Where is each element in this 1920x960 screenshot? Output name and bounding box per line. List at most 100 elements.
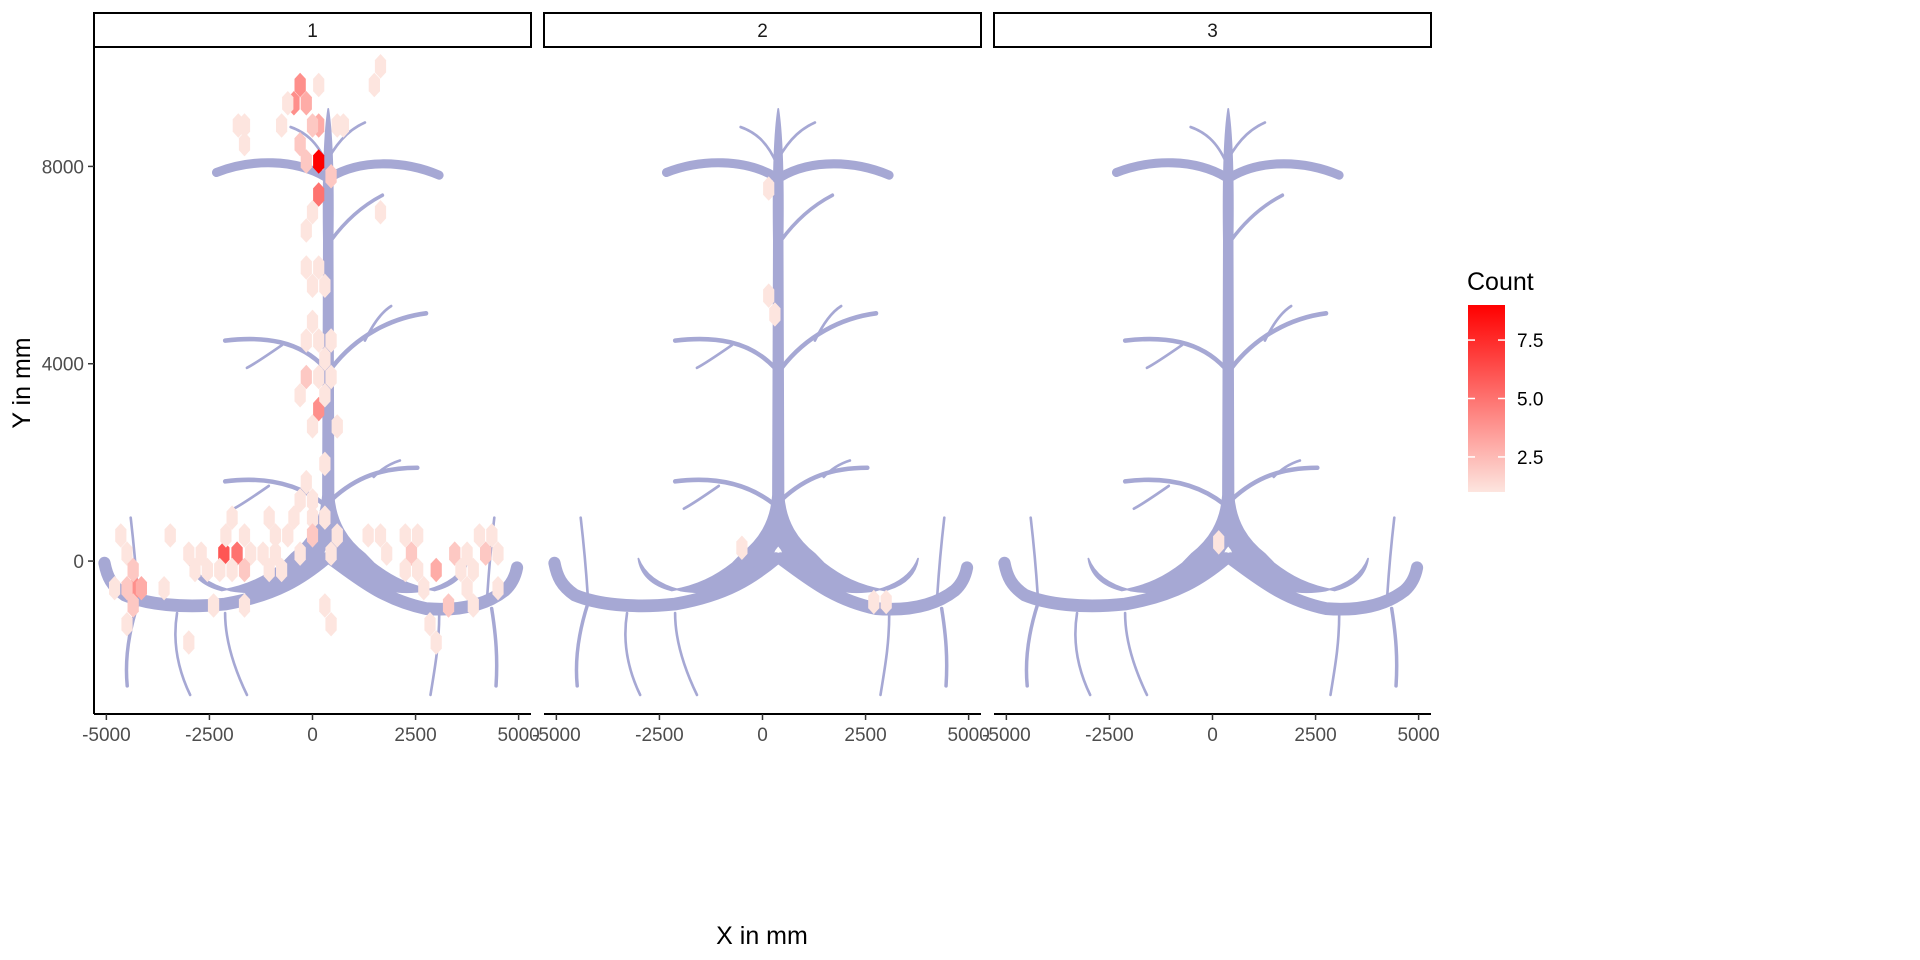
hex-bin	[467, 557, 479, 583]
hex-bin	[362, 523, 374, 548]
hex-bin	[306, 414, 319, 439]
hex-bin	[381, 541, 393, 566]
hex-bin	[226, 557, 238, 583]
hex-bin	[238, 132, 251, 157]
hex-bin	[306, 309, 319, 334]
hex-bin	[325, 164, 337, 189]
legend: Count 2.5 5.0 7.5	[1467, 268, 1543, 492]
facet-strip-2	[543, 12, 982, 48]
hex-bin	[300, 149, 312, 174]
hex-bin	[880, 589, 892, 615]
hex-bin	[763, 176, 775, 201]
hex-bin	[412, 523, 424, 548]
x-tick-label: 2500	[1294, 725, 1336, 746]
x-tick-label: -2500	[185, 725, 234, 746]
hex-bin	[868, 589, 880, 615]
hex-bin	[263, 505, 275, 530]
hex-bin	[461, 576, 473, 601]
hex-bin	[418, 576, 430, 601]
hex-bin	[306, 523, 319, 548]
hex-bin	[319, 346, 331, 371]
legend-title: Count	[1467, 268, 1534, 296]
hex-bin	[207, 593, 220, 618]
y-tick-label: 4000	[42, 355, 84, 376]
x-tick-label: 2500	[844, 725, 886, 746]
hex-bin	[325, 541, 337, 566]
hex-bin	[300, 469, 312, 495]
hex-bin	[269, 523, 281, 548]
hex-bin	[769, 302, 781, 327]
hex-bin	[455, 557, 467, 583]
root-background-image	[554, 109, 967, 695]
hex-bin	[300, 364, 312, 390]
hex-bin	[135, 576, 147, 601]
hex-bin	[238, 523, 251, 548]
hex-bin	[430, 630, 442, 655]
x-tick-label: -5000	[82, 725, 131, 746]
hex-bin	[325, 364, 337, 390]
facet-panel-3: 3 -5000 -2500 0 2500 5000	[982, 12, 1440, 746]
hex-bin	[492, 576, 504, 601]
x-tick-label: 0	[757, 725, 768, 746]
hex-bin	[294, 541, 306, 566]
y-axis-title: Y in mm	[8, 337, 36, 428]
hex-bin	[121, 612, 133, 637]
legend-break-label: 5.0	[1517, 390, 1543, 411]
hex-bin	[238, 593, 251, 618]
hex-bin	[374, 523, 387, 548]
hex-bin	[331, 523, 343, 548]
hex-bin	[220, 523, 232, 548]
hex-bin	[109, 576, 121, 601]
hex-bin	[319, 505, 331, 530]
hex-bin	[127, 593, 139, 618]
hex-bin	[306, 273, 319, 298]
hex-bin	[319, 451, 331, 477]
hex-bin	[374, 54, 387, 79]
x-axis-title: X in mm	[716, 922, 808, 950]
hex-bin	[399, 523, 411, 548]
hex-bin	[300, 328, 312, 353]
hex-bin	[461, 541, 473, 566]
hex-bin	[238, 557, 251, 583]
hex-bin	[121, 541, 133, 566]
hex-bin	[115, 523, 127, 548]
hex-bin	[300, 218, 312, 243]
hex-bin	[201, 557, 213, 583]
hex-bin	[412, 557, 424, 583]
hex-bin	[331, 414, 343, 439]
hex-bin	[424, 612, 436, 637]
hex-bin	[325, 612, 337, 637]
hex-bin	[276, 113, 288, 138]
hex-bin	[164, 523, 176, 548]
hex-bin	[183, 630, 195, 655]
hex-bin	[313, 328, 325, 353]
facet-strip-label-2: 2	[757, 21, 768, 42]
hex-bin	[195, 541, 207, 566]
hex-bin	[480, 541, 492, 566]
y-tick-label: 0	[73, 552, 84, 573]
x-tick-label: 5000	[497, 725, 539, 746]
y-tick-label: 8000	[42, 157, 84, 178]
hex-bin	[486, 523, 498, 548]
x-tick-label: -2500	[635, 725, 684, 746]
facet-strip-label-3: 3	[1207, 21, 1218, 42]
hex-bin	[1213, 530, 1225, 555]
hex-bin	[473, 523, 486, 548]
x-tick-label: 5000	[1397, 725, 1439, 746]
hex-bin	[736, 535, 748, 560]
hex-bin	[319, 593, 331, 618]
hex-bin	[226, 505, 238, 530]
facet-strip-label-1: 1	[307, 21, 318, 42]
x-tick-label: -5000	[532, 725, 581, 746]
hex-bin	[282, 91, 294, 116]
hex-bin	[313, 364, 325, 390]
hex-bin	[276, 557, 288, 583]
facet-strip-1	[93, 12, 532, 48]
hex-bin	[294, 72, 306, 98]
hex-bin	[300, 255, 312, 280]
hex-bin	[467, 593, 479, 618]
hex-bin	[245, 541, 257, 566]
hex-bin	[294, 383, 306, 408]
hex-bin	[442, 593, 455, 618]
